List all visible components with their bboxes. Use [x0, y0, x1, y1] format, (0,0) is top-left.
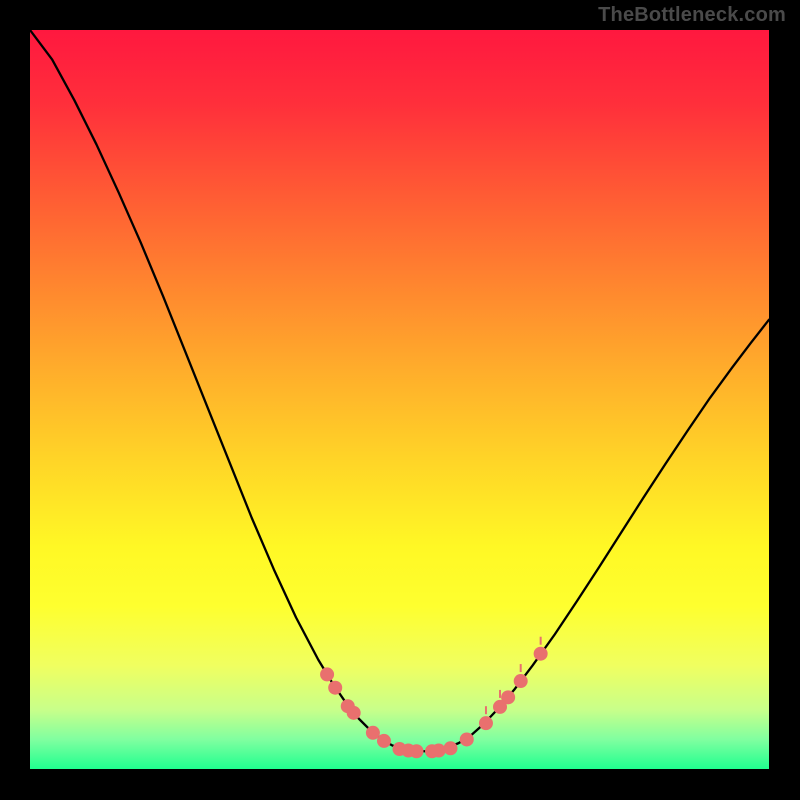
marker-dot [377, 734, 391, 748]
marker-dot [410, 744, 424, 758]
marker-dot [501, 690, 515, 704]
plot-area [30, 30, 769, 769]
watermark-text: TheBottleneck.com [598, 4, 786, 27]
marker-dot [432, 744, 446, 758]
chart-overlay [30, 30, 769, 769]
marker-dot [443, 741, 457, 755]
marker-dot [534, 647, 548, 661]
marker-dot [514, 674, 528, 688]
v-curve-line [30, 30, 769, 751]
marker-dot [328, 681, 342, 695]
marker-dot [460, 732, 474, 746]
marker-dot [347, 706, 361, 720]
marker-dot [320, 667, 334, 681]
marker-dot [479, 716, 493, 730]
marker-dots-group [320, 637, 548, 759]
